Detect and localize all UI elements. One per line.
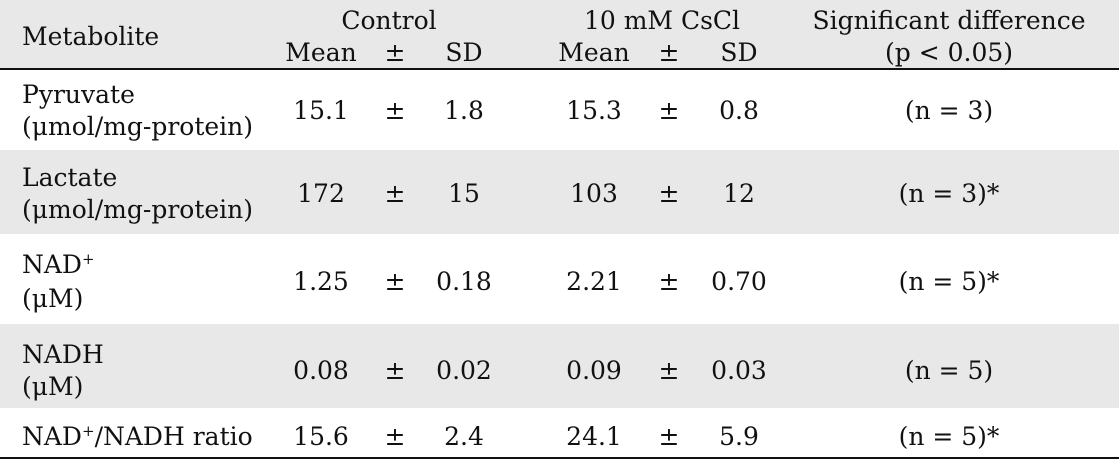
row-4-significance: (n = 5): [904, 356, 994, 385]
header-significance-line2: (p < 0.05): [884, 38, 1014, 67]
row-5-cscl-mean: 24.1: [566, 422, 622, 451]
row-3-name-sup: +: [81, 250, 95, 268]
row-3-name: NAD+: [22, 248, 95, 281]
row-3-control-mean: 1.25: [293, 267, 349, 296]
row-3-cscl-pm: ±: [658, 267, 680, 296]
header-rule: [0, 68, 1119, 70]
row-5-name-sup: +: [81, 422, 95, 440]
row-3-cscl-mean: 2.21: [566, 267, 622, 296]
row-band-5: [0, 408, 1119, 458]
row-5-name-text: NAD: [22, 422, 82, 451]
row-4-control-sd: 0.02: [436, 356, 492, 385]
row-1-cscl-sd: 0.8: [719, 96, 759, 125]
header-control-sd: SD: [445, 38, 483, 67]
row-5-name-tail: /NADH ratio: [94, 422, 253, 451]
header-metabolite: Metabolite: [22, 22, 160, 51]
header-cscl-pm: ±: [658, 38, 680, 67]
row-1-control-sd: 1.8: [444, 96, 484, 125]
row-1-cscl-mean: 15.3: [566, 96, 622, 125]
header-significance-line1: Significant difference: [812, 6, 1086, 35]
header-control: Control: [341, 6, 437, 35]
row-4-unit: (μM): [22, 372, 84, 401]
row-5-control-pm: ±: [384, 422, 406, 451]
bottom-rule: [0, 457, 1119, 459]
row-4-cscl-pm: ±: [658, 356, 680, 385]
header-band: [0, 0, 1119, 70]
header-control-pm: ±: [384, 38, 406, 67]
row-1-unit: (μmol/mg-protein): [22, 112, 254, 141]
row-1-cscl-pm: ±: [658, 96, 680, 125]
header-control-mean: Mean: [285, 38, 357, 67]
row-2-control-mean: 172: [297, 179, 345, 208]
row-band-1: [0, 70, 1119, 150]
row-1-significance: (n = 3): [904, 96, 994, 125]
row-5-significance: (n = 5)*: [898, 422, 1000, 451]
header-cscl-sd: SD: [720, 38, 758, 67]
row-3-control-sd: 0.18: [436, 267, 492, 296]
row-1-name: Pyruvate: [22, 80, 135, 109]
row-2-unit: (μmol/mg-protein): [22, 195, 254, 224]
row-2-significance: (n = 3)*: [898, 179, 1000, 208]
row-2-cscl-pm: ±: [658, 179, 680, 208]
row-5-control-mean: 15.6: [293, 422, 349, 451]
row-2-control-sd: 15: [448, 179, 480, 208]
row-3-name-text: NAD: [22, 250, 82, 279]
row-4-control-pm: ±: [384, 356, 406, 385]
row-3-significance: (n = 5)*: [898, 267, 1000, 296]
row-3-cscl-sd: 0.70: [711, 267, 767, 296]
row-4-name: NADH: [22, 340, 104, 369]
row-band-3: [0, 234, 1119, 324]
row-3-unit: (μM): [22, 284, 84, 313]
row-5-name: NAD+/NADH ratio: [22, 420, 253, 453]
row-2-cscl-mean: 103: [570, 179, 618, 208]
row-5-control-sd: 2.4: [444, 422, 484, 451]
row-5-cscl-pm: ±: [658, 422, 680, 451]
row-2-name: Lactate: [22, 163, 118, 192]
row-1-control-mean: 15.1: [293, 96, 349, 125]
row-5-cscl-sd: 5.9: [719, 422, 759, 451]
row-2-cscl-sd: 12: [723, 179, 755, 208]
header-cscl-mean: Mean: [558, 38, 630, 67]
row-band-4: [0, 324, 1119, 408]
row-band-2: [0, 150, 1119, 234]
row-3-control-pm: ±: [384, 267, 406, 296]
row-4-cscl-sd: 0.03: [711, 356, 767, 385]
row-2-control-pm: ±: [384, 179, 406, 208]
row-4-cscl-mean: 0.09: [566, 356, 622, 385]
header-cscl: 10 mM CsCl: [583, 6, 741, 35]
row-4-control-mean: 0.08: [293, 356, 349, 385]
row-1-control-pm: ±: [384, 96, 406, 125]
